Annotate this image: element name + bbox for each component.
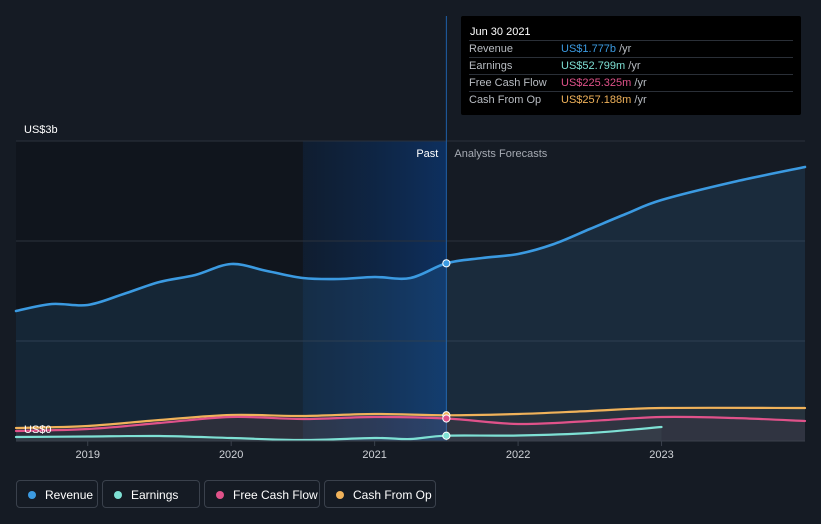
legend-label: Free Cash Flow: [233, 488, 318, 502]
series-line-earnings: [14, 425, 663, 442]
tooltip-row-earnings: Earnings US$52.799m /yr: [469, 57, 793, 75]
tooltip-number: US$1.777b: [561, 43, 617, 55]
legend-item-cash-from-op[interactable]: Cash From Op: [324, 480, 436, 508]
legend-label: Cash From Op: [353, 488, 432, 502]
series-marker-earnings: [442, 431, 451, 440]
series-area-free-cash-flow: [16, 416, 805, 441]
tooltip-unit: /yr: [619, 43, 632, 55]
legend-label: Revenue: [45, 488, 94, 502]
tooltip-row-revenue: Revenue US$1.777b /yr: [469, 40, 793, 58]
tooltip: Jun 30 2021 Revenue US$1.777b /yr Earnin…: [461, 16, 801, 115]
tooltip-label: Earnings: [469, 60, 513, 72]
tooltip-label: Revenue: [469, 43, 514, 55]
highlight-band: [302, 141, 447, 441]
x-tick-label: 2019: [75, 449, 99, 461]
legend-item-free-cash-flow[interactable]: Free Cash Flow: [204, 480, 320, 508]
tooltip-unit: /yr: [634, 77, 647, 89]
legend-dot-icon: [216, 491, 224, 499]
past-label: Past: [416, 148, 438, 160]
series-line-free-cash-flow: [14, 415, 807, 433]
tooltip-number: US$225.325m: [561, 77, 632, 89]
x-tick-label: 2022: [506, 449, 530, 461]
revenue-area: [16, 167, 805, 441]
tooltip-unit: /yr: [628, 60, 641, 72]
tooltip-number: US$52.799m: [561, 60, 626, 72]
tooltip-value: US$1.777b /yr: [561, 41, 631, 57]
legend-item-earnings[interactable]: Earnings: [102, 480, 200, 508]
series-line-revenue: [14, 165, 807, 313]
series-area-earnings: [16, 427, 662, 441]
series-line-cash-from-op: [14, 406, 807, 430]
legend-dot-icon: [336, 491, 344, 499]
y-axis-label-bottom: US$0: [24, 424, 52, 436]
tooltip-label: Free Cash Flow: [469, 77, 547, 89]
legend-dot-icon: [28, 491, 36, 499]
forecast-label: Analysts Forecasts: [454, 148, 547, 160]
tooltip-row-cash-from-op: Cash From Op US$257.188m /yr: [469, 91, 793, 109]
series-marker-revenue: [442, 259, 451, 268]
tooltip-value: US$257.188m /yr: [561, 92, 647, 108]
tooltip-value: US$225.325m /yr: [561, 75, 647, 91]
tooltip-number: US$257.188m: [561, 94, 632, 106]
tooltip-unit: /yr: [634, 94, 647, 106]
x-tick-label: 2020: [219, 449, 243, 461]
series-marker-free-cash-flow: [442, 414, 451, 423]
legend-item-revenue[interactable]: Revenue: [16, 480, 98, 508]
y-axis-label-top: US$3b: [24, 124, 58, 136]
legend-label: Earnings: [131, 488, 179, 502]
x-tick-label: 2023: [649, 449, 673, 461]
tooltip-label: Cash From Op: [469, 94, 542, 106]
tooltip-date: Jun 30 2021: [470, 26, 531, 38]
tooltip-row-free-cash-flow: Free Cash Flow US$225.325m /yr: [469, 74, 793, 92]
tooltip-value: US$52.799m /yr: [561, 58, 641, 74]
legend-dot-icon: [114, 491, 122, 499]
x-tick-label: 2021: [362, 449, 386, 461]
